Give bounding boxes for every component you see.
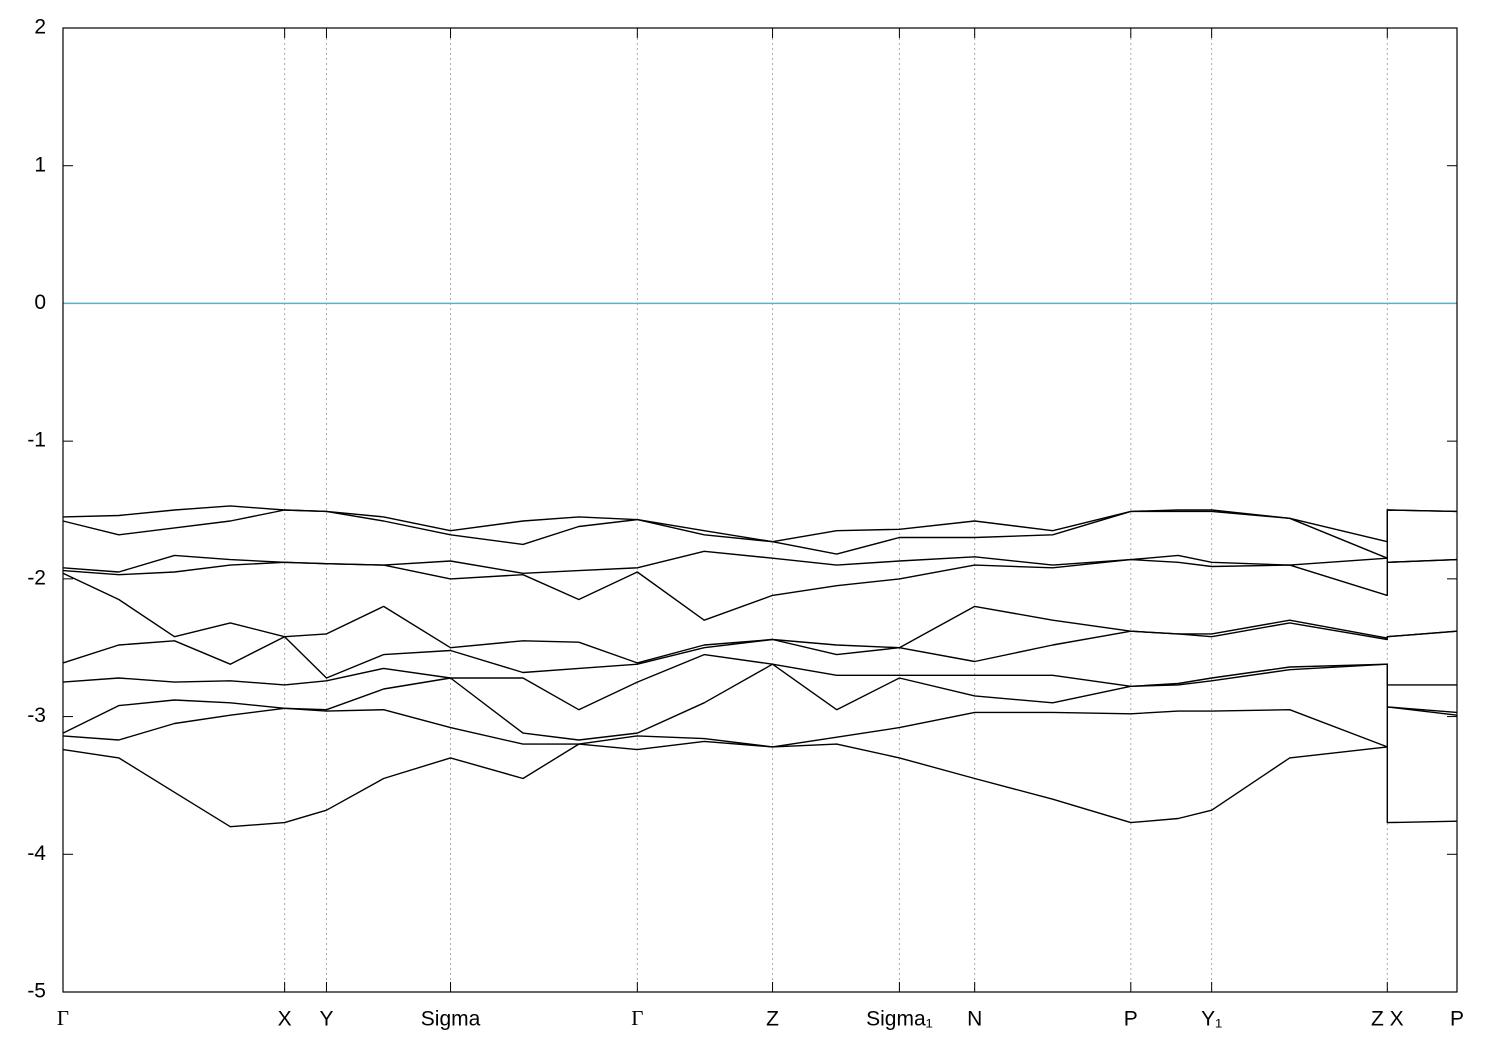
band-line: [62, 740, 1458, 828]
x-tick-label: Γ: [631, 1006, 643, 1030]
band-line: [62, 706, 1458, 748]
y-tick-label: -3: [27, 704, 46, 727]
y-tick-label: -5: [27, 980, 46, 1003]
x-tick-label: Γ: [57, 1006, 69, 1030]
band-line: [62, 663, 1458, 741]
x-tick-label: P: [1450, 1008, 1464, 1031]
y-tick-label: 0: [34, 291, 46, 314]
x-tick-label: Z: [766, 1008, 779, 1031]
band-line: [62, 550, 1458, 574]
y-tick-label: -1: [27, 429, 46, 452]
band-line: [62, 622, 1458, 679]
x-tick-label: Z X: [1371, 1008, 1404, 1031]
y-tick-label: 2: [34, 16, 46, 39]
plot-frame: [62, 27, 1458, 993]
x-tick-label: P: [1124, 1008, 1138, 1031]
x-tick-label: Y: [319, 1008, 333, 1031]
y-tick-label: 1: [34, 153, 46, 176]
band-line: [62, 505, 1458, 543]
x-tick-label: Sigma: [421, 1008, 481, 1031]
band-line: [62, 558, 1458, 621]
y-tick-label: -2: [27, 566, 46, 589]
band-line: [62, 509, 1458, 559]
band-line: [62, 572, 1458, 664]
y-tick-label: -4: [27, 842, 46, 865]
x-tick-label: X: [278, 1008, 292, 1031]
x-tick-label: Y₁: [1201, 1008, 1222, 1031]
x-tick-label: N: [967, 1008, 982, 1031]
band-line: [62, 653, 1457, 711]
x-tick-label: Sigma₁: [866, 1008, 933, 1031]
